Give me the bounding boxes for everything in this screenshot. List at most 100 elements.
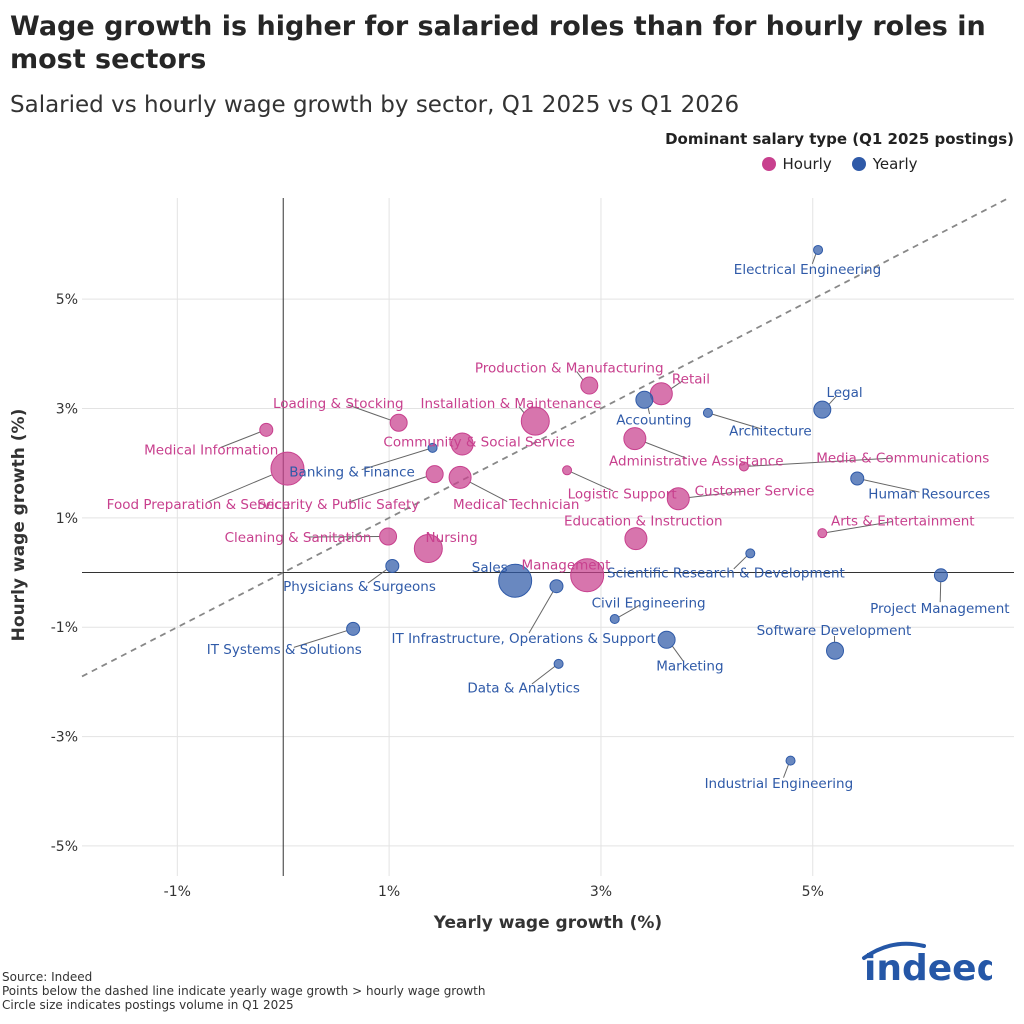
legend-label-yearly: Yearly (872, 155, 918, 173)
point-label: IT Systems & Solutions (207, 642, 362, 658)
data-point[interactable] (623, 427, 647, 451)
point-label: Logistic Support (568, 486, 677, 502)
point-label: Nursing (426, 530, 478, 546)
diagonal-reference-line (81, 197, 1010, 678)
x-tick-label: 1% (378, 884, 400, 900)
leader-line (645, 441, 688, 459)
data-point[interactable] (635, 390, 654, 409)
legend-title: Dominant salary type (Q1 2025 postings) (665, 130, 1014, 148)
point-label: Electrical Engineering (734, 262, 881, 278)
point-label: Sales (472, 560, 508, 576)
y-tick-label: 1% (56, 511, 78, 527)
point-label: Food Preparation & Service (107, 497, 291, 513)
x-tick-label: -1% (164, 884, 191, 900)
chart-title: Wage growth is higher for salaried roles… (10, 11, 986, 75)
point-label: Security & Public Safety (257, 497, 419, 513)
data-point[interactable] (346, 621, 361, 636)
y-tick-label: 3% (56, 402, 78, 418)
data-point[interactable] (549, 579, 564, 594)
data-point[interactable] (850, 471, 865, 486)
point-label: Scientific Research & Development (607, 566, 845, 582)
point-label: Loading & Stocking (273, 396, 404, 412)
data-point[interactable] (450, 432, 474, 456)
data-point[interactable] (738, 461, 749, 472)
legend-item-yearly[interactable]: Yearly (851, 155, 918, 173)
point-label: Data & Analytics (467, 680, 580, 696)
leader-line (220, 431, 261, 448)
data-point[interactable] (553, 658, 564, 669)
data-point[interactable] (702, 407, 713, 418)
leader-line (576, 371, 584, 381)
data-point[interactable] (448, 465, 472, 489)
leader-line (863, 479, 920, 493)
point-label: Banking & Finance (289, 464, 415, 480)
data-point[interactable] (259, 422, 274, 437)
point-labels: Electrical Engineering Production & Manuf… (107, 262, 1010, 792)
y-tick-label: -5% (51, 839, 78, 855)
data-point[interactable] (933, 568, 948, 583)
legend-item-hourly[interactable]: Hourly (761, 155, 832, 173)
point-label: Medical Information (144, 443, 278, 459)
data-point[interactable] (389, 413, 408, 432)
point-label: IT Infrastructure, Operations & Support (392, 631, 656, 647)
indeed-logo[interactable]: indeed (852, 940, 992, 990)
leader-line (733, 555, 748, 570)
leader-line (689, 490, 745, 499)
legend-swatch-hourly (761, 157, 776, 171)
leader-line (347, 476, 427, 503)
data-point[interactable] (657, 630, 676, 649)
leader-line (528, 591, 554, 634)
data-point[interactable] (666, 487, 690, 511)
data-point[interactable] (520, 406, 550, 436)
data-point[interactable] (570, 558, 605, 593)
data-point[interactable] (609, 614, 620, 625)
point-label: Marketing (656, 658, 723, 674)
data-point[interactable] (580, 376, 599, 395)
point-label: Architecture (729, 423, 812, 439)
data-point[interactable] (498, 563, 533, 598)
y-axis-label: Hourly wage growth (%) (9, 409, 29, 642)
data-point[interactable] (562, 465, 573, 476)
data-point[interactable] (813, 244, 824, 255)
data-point[interactable] (379, 527, 398, 546)
footer-note-circle-size: Circle size indicates postings volume in… (2, 998, 294, 1012)
grid-lines (82, 198, 1014, 876)
data-point[interactable] (425, 465, 444, 484)
leader-line (498, 569, 502, 574)
tick-labels: -1% 1% 3% 5% -5% -3% -1% 1% 3% 5% (51, 292, 824, 900)
data-point[interactable] (413, 533, 443, 563)
leader-line (671, 645, 684, 662)
data-point[interactable] (385, 558, 400, 573)
x-tick-label: 5% (802, 884, 824, 900)
data-point[interactable] (270, 451, 305, 486)
leader-line (712, 413, 761, 430)
point-label: Project Management (870, 601, 1009, 617)
leader-line (783, 764, 789, 778)
data-point[interactable] (624, 527, 648, 551)
y-tick-label: 5% (56, 292, 78, 308)
point-label: Civil Engineering (592, 596, 706, 612)
point-label: Customer Service (695, 484, 815, 500)
point-label: Medical Technician (453, 497, 580, 513)
leader-line (811, 253, 817, 264)
leader-line (207, 474, 273, 503)
data-point[interactable] (826, 641, 845, 660)
point-label: Media & Communications (816, 451, 989, 467)
leader-line (618, 604, 640, 618)
point-label: Human Resources (868, 486, 990, 502)
data-points (259, 244, 948, 766)
data-point[interactable] (785, 755, 796, 766)
leader-line (293, 630, 348, 648)
data-point[interactable] (427, 442, 438, 453)
point-label: Community & Social Service (383, 434, 574, 450)
point-label: Installation & Maintenance (421, 396, 602, 412)
data-point[interactable] (813, 400, 832, 419)
data-point[interactable] (745, 548, 756, 559)
leader-lines (207, 253, 942, 778)
leader-line (531, 665, 556, 685)
legend-label-hourly: Hourly (782, 155, 832, 173)
data-point[interactable] (649, 382, 673, 406)
data-point[interactable] (817, 528, 828, 539)
point-label: Arts & Entertainment (831, 514, 975, 530)
logo-text: indeed (864, 948, 992, 989)
